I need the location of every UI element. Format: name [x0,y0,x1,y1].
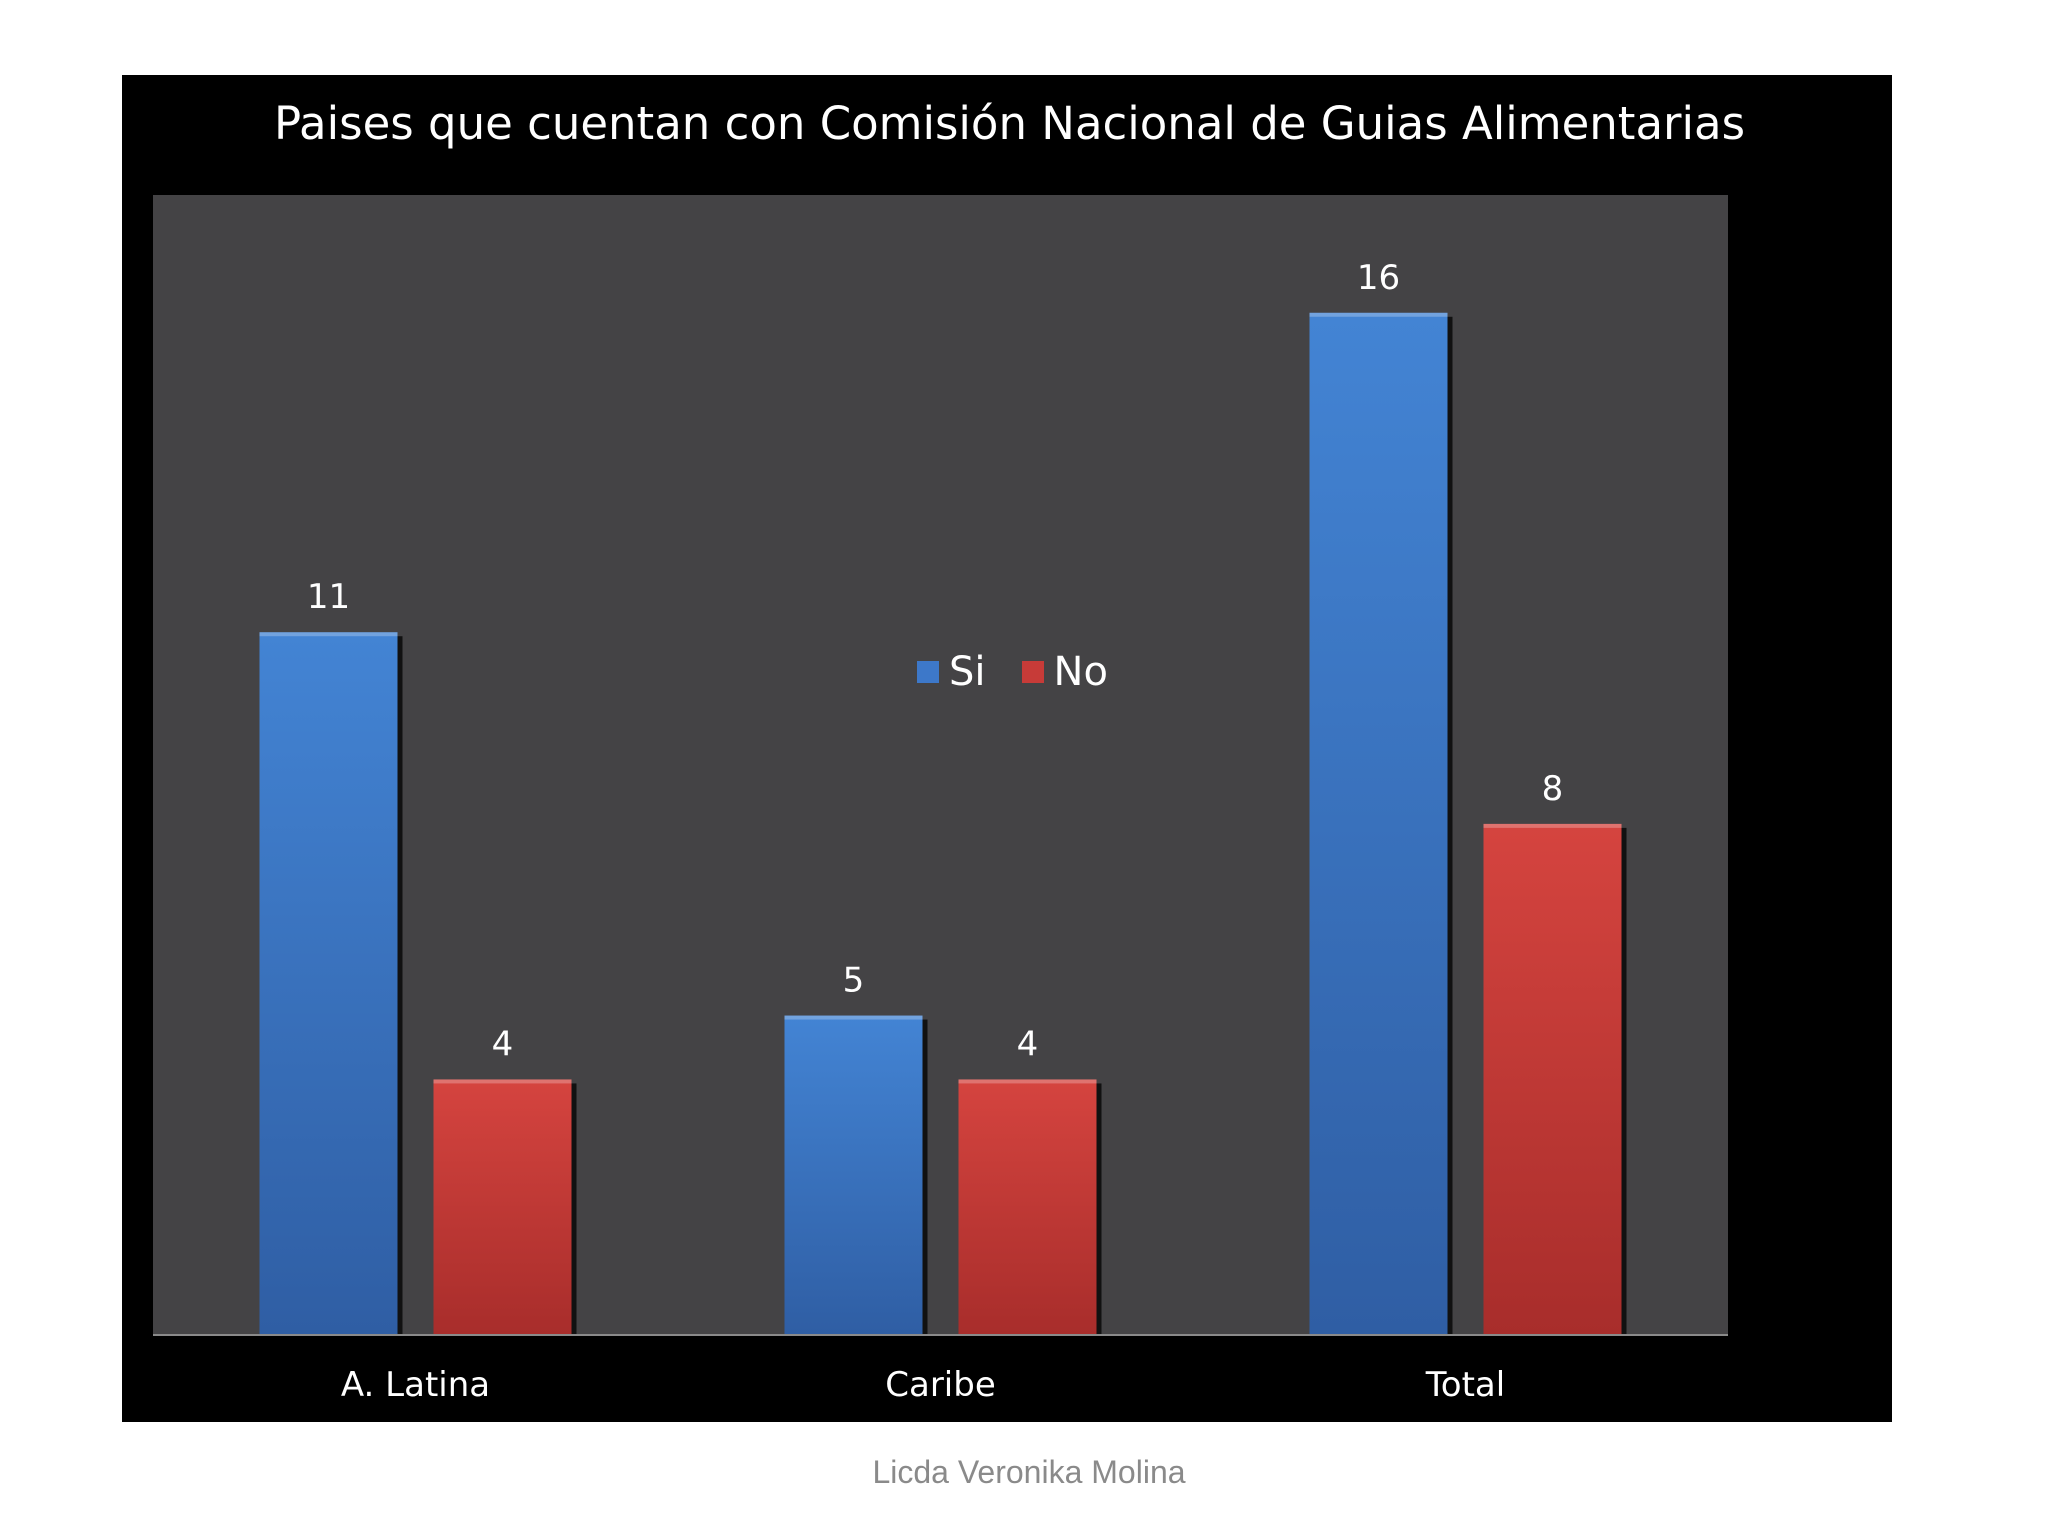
bar-no-total [1483,823,1622,1335]
legend-item-si: Si [917,649,986,695]
legend-item-no: No [1021,649,1108,695]
bar-highlight-no-a-latina [433,1079,572,1084]
chart-title: Paises que cuentan con Comisión Nacional… [273,97,1746,150]
plot-area [153,195,1728,1335]
bar-highlight-si-a-latina [259,632,398,637]
data-label-no-caribe: 4 [1017,1024,1039,1064]
bars-layer [259,312,1627,1335]
bar-si-caribe [784,1015,923,1335]
x-tick-label-a-latina: A. Latina [341,1365,490,1405]
data-label-si-total: 16 [1357,258,1400,298]
bar-highlight-si-caribe [784,1015,923,1020]
bar-si-a-latina [259,632,398,1335]
chart-legend: Si No [917,649,1144,695]
bar-highlight-no-caribe [958,1079,1097,1084]
bar-no-a-latina [433,1079,572,1335]
bar-no-caribe [958,1079,1097,1335]
data-label-si-a-latina: 11 [307,577,350,617]
footer-credit: Licda Veronika Molina [872,1454,1186,1490]
legend-label-no: No [1053,649,1108,695]
x-tick-label-total: Total [1425,1365,1505,1405]
data-label-no-total: 8 [1542,769,1564,809]
data-label-si-caribe: 5 [843,961,865,1001]
x-tick-label-caribe: Caribe [885,1365,996,1405]
legend-swatch-si [917,661,939,683]
data-labels-layer: 11 4 5 4 16 8 [307,258,1563,1065]
legend-swatch-no [1021,661,1044,683]
data-label-no-a-latina: 4 [492,1024,514,1064]
bar-highlight-no-total [1483,823,1622,828]
bar-highlight-si-total [1309,312,1448,317]
chart-frame: 11 4 5 4 16 8 A. Latina Caribe Total Paises que… [122,75,1892,1422]
legend-label-si: Si [949,649,986,695]
chart-plot: 11 4 5 4 16 8 A. Latina Caribe Total [153,195,1728,1405]
x-tick-labels-layer: A. Latina Caribe Total [341,1365,1505,1405]
bar-si-total [1309,312,1448,1335]
